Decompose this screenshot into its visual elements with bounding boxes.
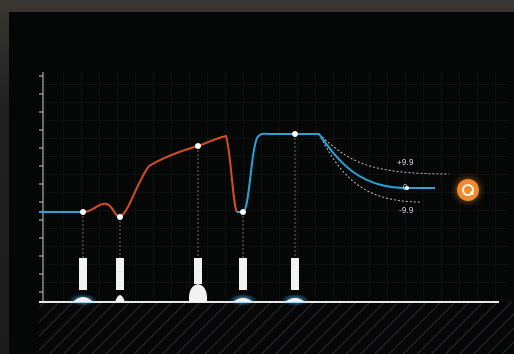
- center-range-label: 0: [403, 183, 408, 192]
- piston: [69, 258, 97, 306]
- control-point: [240, 209, 246, 215]
- upper-range-label: +9.9: [397, 158, 414, 167]
- target-button[interactable]: [457, 179, 479, 201]
- piston: [281, 258, 309, 306]
- lower-range-label: -9.9: [399, 206, 414, 215]
- control-point: [195, 143, 201, 149]
- input-curve: [82, 134, 238, 219]
- control-point: [117, 214, 123, 220]
- control-point: [292, 131, 298, 137]
- piston: [229, 258, 257, 306]
- chart-screen: +9.9 0 -9.9: [9, 12, 514, 354]
- grid: [39, 72, 509, 302]
- output-curve: [39, 132, 435, 213]
- range-curves: [318, 133, 450, 203]
- y-axis: [39, 72, 44, 302]
- curve-chart: [39, 72, 514, 354]
- piston: [115, 258, 125, 302]
- drop-lines: [82, 134, 296, 258]
- control-points[interactable]: [80, 131, 298, 220]
- target-icon: [462, 184, 474, 196]
- floor-hatch: [39, 302, 514, 354]
- pistons[interactable]: [69, 258, 309, 306]
- zero-marker: [405, 186, 409, 190]
- control-point: [80, 209, 86, 215]
- piston: [188, 258, 208, 302]
